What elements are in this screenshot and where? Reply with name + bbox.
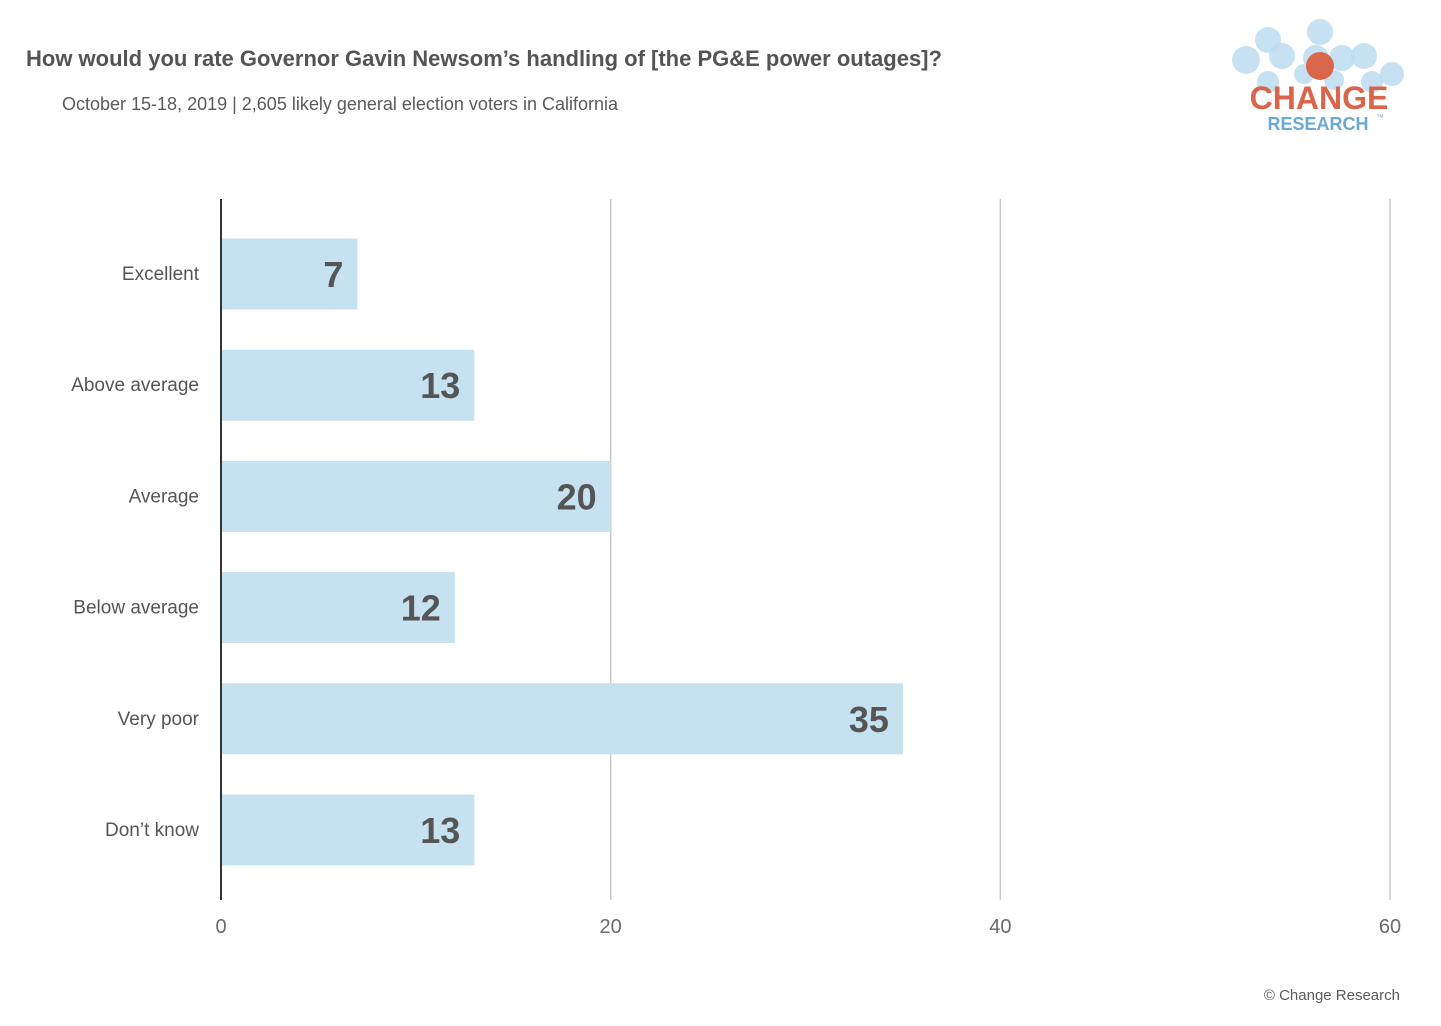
logo-accent-dot	[1306, 52, 1334, 80]
logo-trademark: ™	[1376, 113, 1384, 122]
copyright-footer: © Change Research	[1263, 987, 1400, 1004]
bar	[221, 460, 611, 532]
logo-bubble	[1232, 46, 1260, 74]
logo-bubble	[1380, 62, 1404, 86]
chart-subtitle: October 15-18, 2019 | 2,605 likely gener…	[62, 94, 618, 114]
bar	[221, 349, 475, 421]
category-label: Below average	[73, 598, 199, 619]
bar	[221, 238, 358, 310]
logo-bubble	[1351, 43, 1377, 69]
bars	[221, 238, 903, 866]
change-research-logo: CHANGE RESEARCH ™	[1232, 19, 1404, 134]
data-label: 13	[420, 365, 460, 406]
category-label: Average	[129, 486, 199, 507]
bar	[221, 572, 455, 644]
logo-bubble	[1269, 43, 1295, 69]
logo-wordmark-change: CHANGE	[1250, 80, 1389, 116]
logo-bubble	[1307, 19, 1333, 45]
logo-bubbles	[1232, 19, 1404, 93]
logo-bubble	[1361, 71, 1383, 93]
data-label: 13	[420, 810, 460, 851]
x-tick-label: 60	[1379, 916, 1401, 938]
category-label: Very poor	[118, 709, 200, 730]
data-label: 12	[401, 588, 441, 629]
x-tick-label: 0	[215, 916, 226, 938]
data-label: 7	[323, 254, 343, 295]
chart-title: How would you rate Governor Gavin Newsom…	[26, 46, 942, 71]
labels: 0 20 40 60 7 Excellent 13 Above average 20 Averag…	[71, 254, 1401, 938]
logo-wordmark-research: RESEARCH	[1267, 114, 1368, 134]
grid-lines	[609, 199, 1391, 900]
x-tick-label: 40	[989, 916, 1011, 938]
data-label: 20	[557, 476, 597, 517]
bar	[221, 683, 903, 755]
logo-bubble	[1329, 45, 1355, 71]
x-tick-label: 20	[600, 916, 622, 938]
data-label: 35	[849, 699, 889, 740]
bar	[221, 794, 475, 866]
category-label: Don’t know	[105, 820, 199, 841]
category-label: Excellent	[122, 264, 200, 285]
logo-bubble	[1257, 71, 1279, 93]
category-label: Above average	[71, 375, 199, 396]
